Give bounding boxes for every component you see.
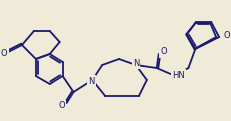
Text: N: N (133, 58, 139, 68)
Text: N: N (88, 76, 94, 86)
Text: O: O (223, 30, 230, 39)
Text: O: O (160, 48, 167, 57)
Text: O: O (1, 49, 7, 57)
Text: O: O (58, 102, 65, 110)
Text: HN: HN (173, 71, 185, 79)
